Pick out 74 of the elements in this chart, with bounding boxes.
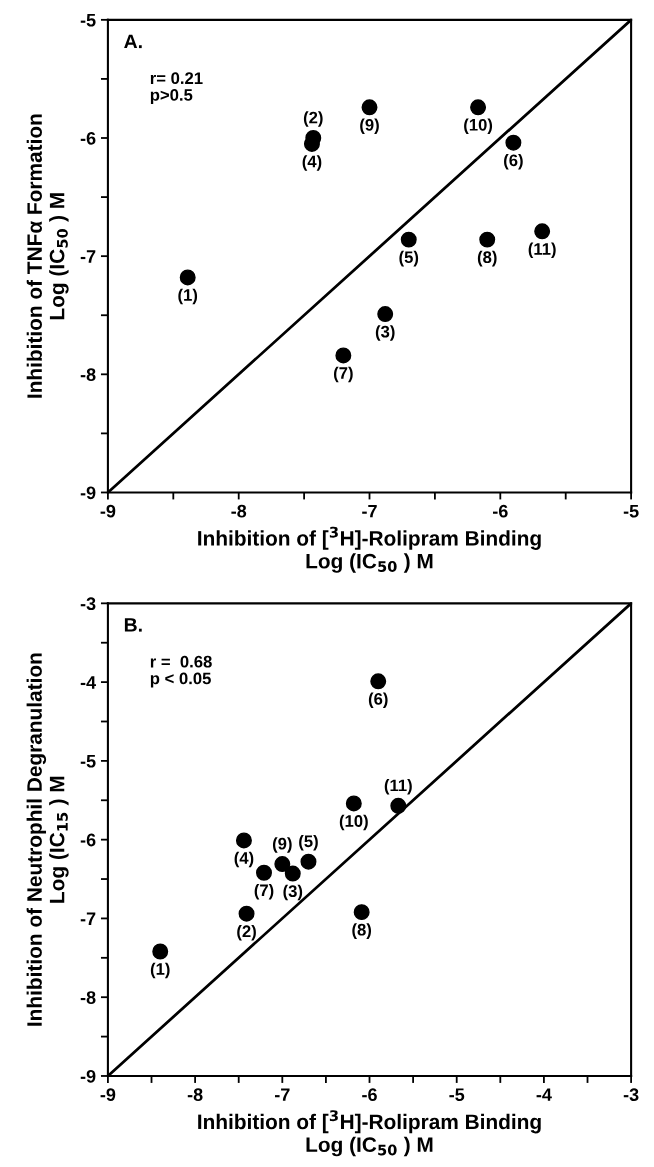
x-tick-label: -3 [623,1088,639,1102]
annotation: (9) [272,837,292,853]
x-tick-label: -6 [362,1088,377,1102]
x-axis-title: Inhibition of [$^{3}$H]-Rolipram Binding Log (IC$_{50}$ ) M [198,526,541,573]
point [345,795,362,812]
point [335,347,352,364]
y-tick-label: -9 [80,1069,96,1083]
point [152,943,169,960]
point [534,223,551,240]
y-tick-label: -5 [80,13,96,27]
annotation: (8) [352,923,372,939]
annotation: (6) [368,692,388,709]
x-axis-title: Inhibition of [$^{3}$H]-Rolipram Binding Log (IC$_{50}$ ) M [198,1110,541,1157]
y-tick-label: -3 [80,597,96,611]
point [353,904,370,921]
y-tick-label: -8 [80,991,96,1004]
y-tick-label: -6 [80,131,96,145]
point [479,231,496,248]
point [256,864,272,881]
annotation: (6) [504,153,523,170]
y-tick-label: -5 [80,755,96,768]
x-tick-label: -5 [449,1088,465,1102]
point [361,99,378,116]
text: A. [124,34,142,49]
x-tick-label: -9 [100,1088,116,1102]
annotation: (8) [477,250,497,267]
y-axis-title: Inhibition of TNFα Formation Log (IC$_{50}$ ) M [26,114,69,398]
x-tick-label: -7 [274,1088,290,1101]
x-tick-label: -8 [231,504,247,518]
annotation: (11) [384,779,412,795]
annotation: (4) [234,851,254,868]
x-tick-label: -7 [362,504,377,518]
point [470,99,487,116]
y-tick-label: -7 [80,912,96,925]
annotation: (2) [237,924,256,941]
y-tick-label: -6 [80,833,96,847]
annotation: (10) [464,118,493,135]
text: B. [124,618,142,632]
annotation: (5) [399,250,419,267]
point [179,269,196,286]
y-tick-label: -7 [80,250,96,263]
point [400,231,417,248]
x-tick-label: -4 [536,1088,552,1101]
point [284,865,301,882]
y-tick-label: -9 [80,486,96,500]
annotation: (1) [150,962,170,979]
point [300,853,317,870]
point [377,306,394,323]
annotation: (3) [283,884,303,901]
point [370,673,387,690]
x-tick-label: -6 [492,504,508,518]
annotation: (1) [178,288,198,305]
y-tick-label: -4 [80,676,97,689]
annotation: (7) [334,366,353,383]
y-axis-title: Inhibition of Neutrophil Degranulation Log (IC$_{15}$ ) M [26,653,69,1026]
point [505,134,522,151]
point [390,797,407,814]
x-tick-label: -9 [100,504,116,518]
annotation: (11) [528,242,556,259]
annotation: (2) [303,111,323,127]
annotation: (7) [254,883,274,900]
point [274,856,291,873]
annotation: (3) [375,325,395,341]
annotation: r= 0.21 p>0.5 [150,72,203,105]
annotation: r = 0.68 p < 0.05 [150,655,212,688]
annotation: (5) [299,834,318,851]
point [235,832,252,849]
point [238,905,255,922]
y-tick-label: -8 [80,368,96,382]
annotation: (9) [360,118,379,135]
annotation: (10) [339,814,368,831]
x-tick-label: -5 [623,504,639,518]
x-tick-label: -8 [187,1088,203,1102]
annotation: (4) [302,155,322,171]
